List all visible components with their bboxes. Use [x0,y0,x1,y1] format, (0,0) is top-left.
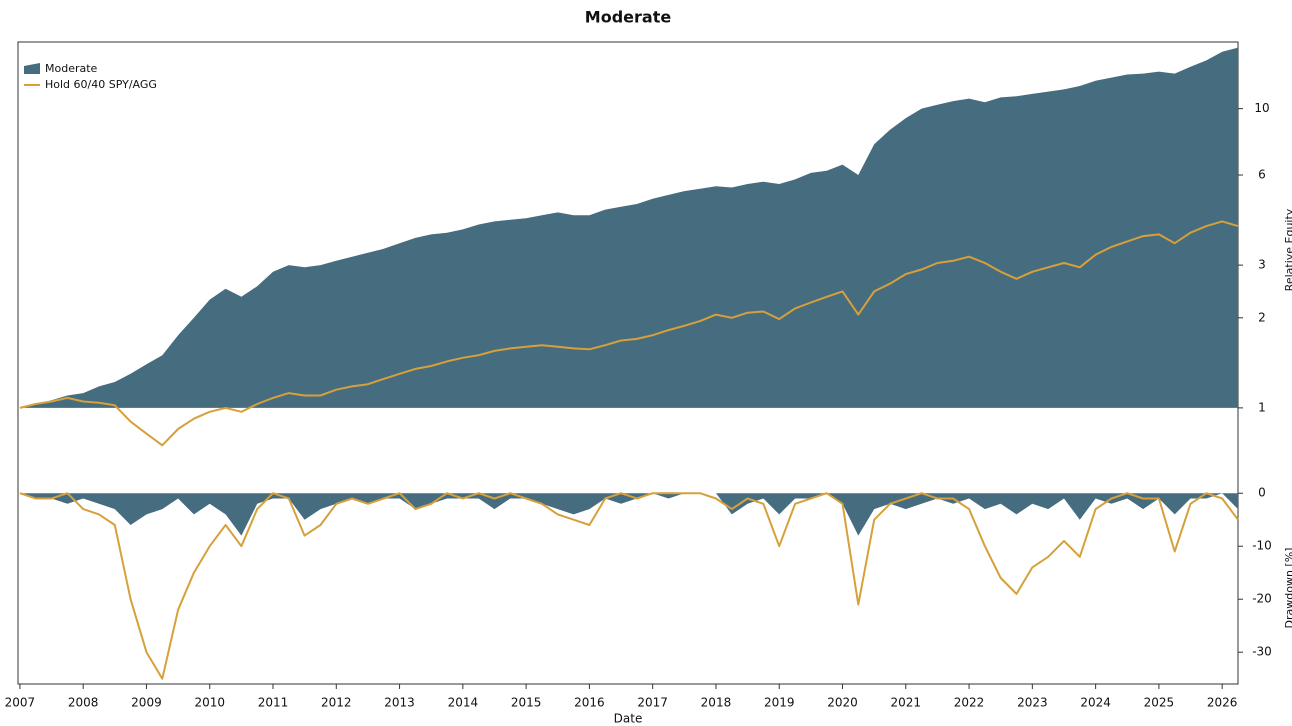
x-tick-label: 2008 [68,696,99,710]
x-tick-label: 2012 [321,696,352,710]
x-tick-label: 2007 [5,696,36,710]
y-tick-label: -10 [1252,539,1272,553]
y-axis-label: Relative Equity [1283,208,1292,291]
y-tick-label: 10 [1254,101,1269,115]
x-tick-label: 2013 [384,696,415,710]
y-tick-label: 0 [1258,486,1266,500]
x-tick-label: 2026 [1207,696,1238,710]
line [19,220,1239,447]
x-tick-label: 2025 [1144,696,1175,710]
y-tick-label: 1 [1258,400,1266,414]
chart-title: Moderate [585,8,672,27]
area [19,47,1238,408]
y-tick-label: 6 [1258,168,1266,182]
x-tick-label: 2015 [511,696,542,710]
line [19,492,1239,680]
x-tick-label: 2019 [764,696,795,710]
x-tick-label: 2021 [891,696,922,710]
area [19,493,1238,536]
x-tick-label: 2020 [827,696,858,710]
x-tick-label: 2017 [637,696,668,710]
x-tick-label: 2014 [448,696,479,710]
x-axis-label: Date [614,712,643,726]
y-axis-label: Drawdown [%] [1283,548,1292,629]
legend-swatch [24,63,40,74]
y-tick-label: -20 [1252,592,1272,606]
y-tick-label: 3 [1258,258,1266,272]
x-tick-label: 2009 [131,696,162,710]
x-tick-label: 2022 [954,696,985,710]
x-tick-label: 2010 [194,696,225,710]
x-tick-label: 2018 [701,696,732,710]
y-tick-label: 2 [1258,310,1266,324]
x-tick-label: 2011 [258,696,289,710]
x-tick-label: 2023 [1017,696,1048,710]
x-tick-label: 2024 [1080,696,1111,710]
legend-label: Moderate [45,62,98,75]
y-tick-label: -30 [1252,645,1272,659]
legend-label: Hold 60/40 SPY/AGG [45,78,157,91]
x-tick-label: 2016 [574,696,605,710]
